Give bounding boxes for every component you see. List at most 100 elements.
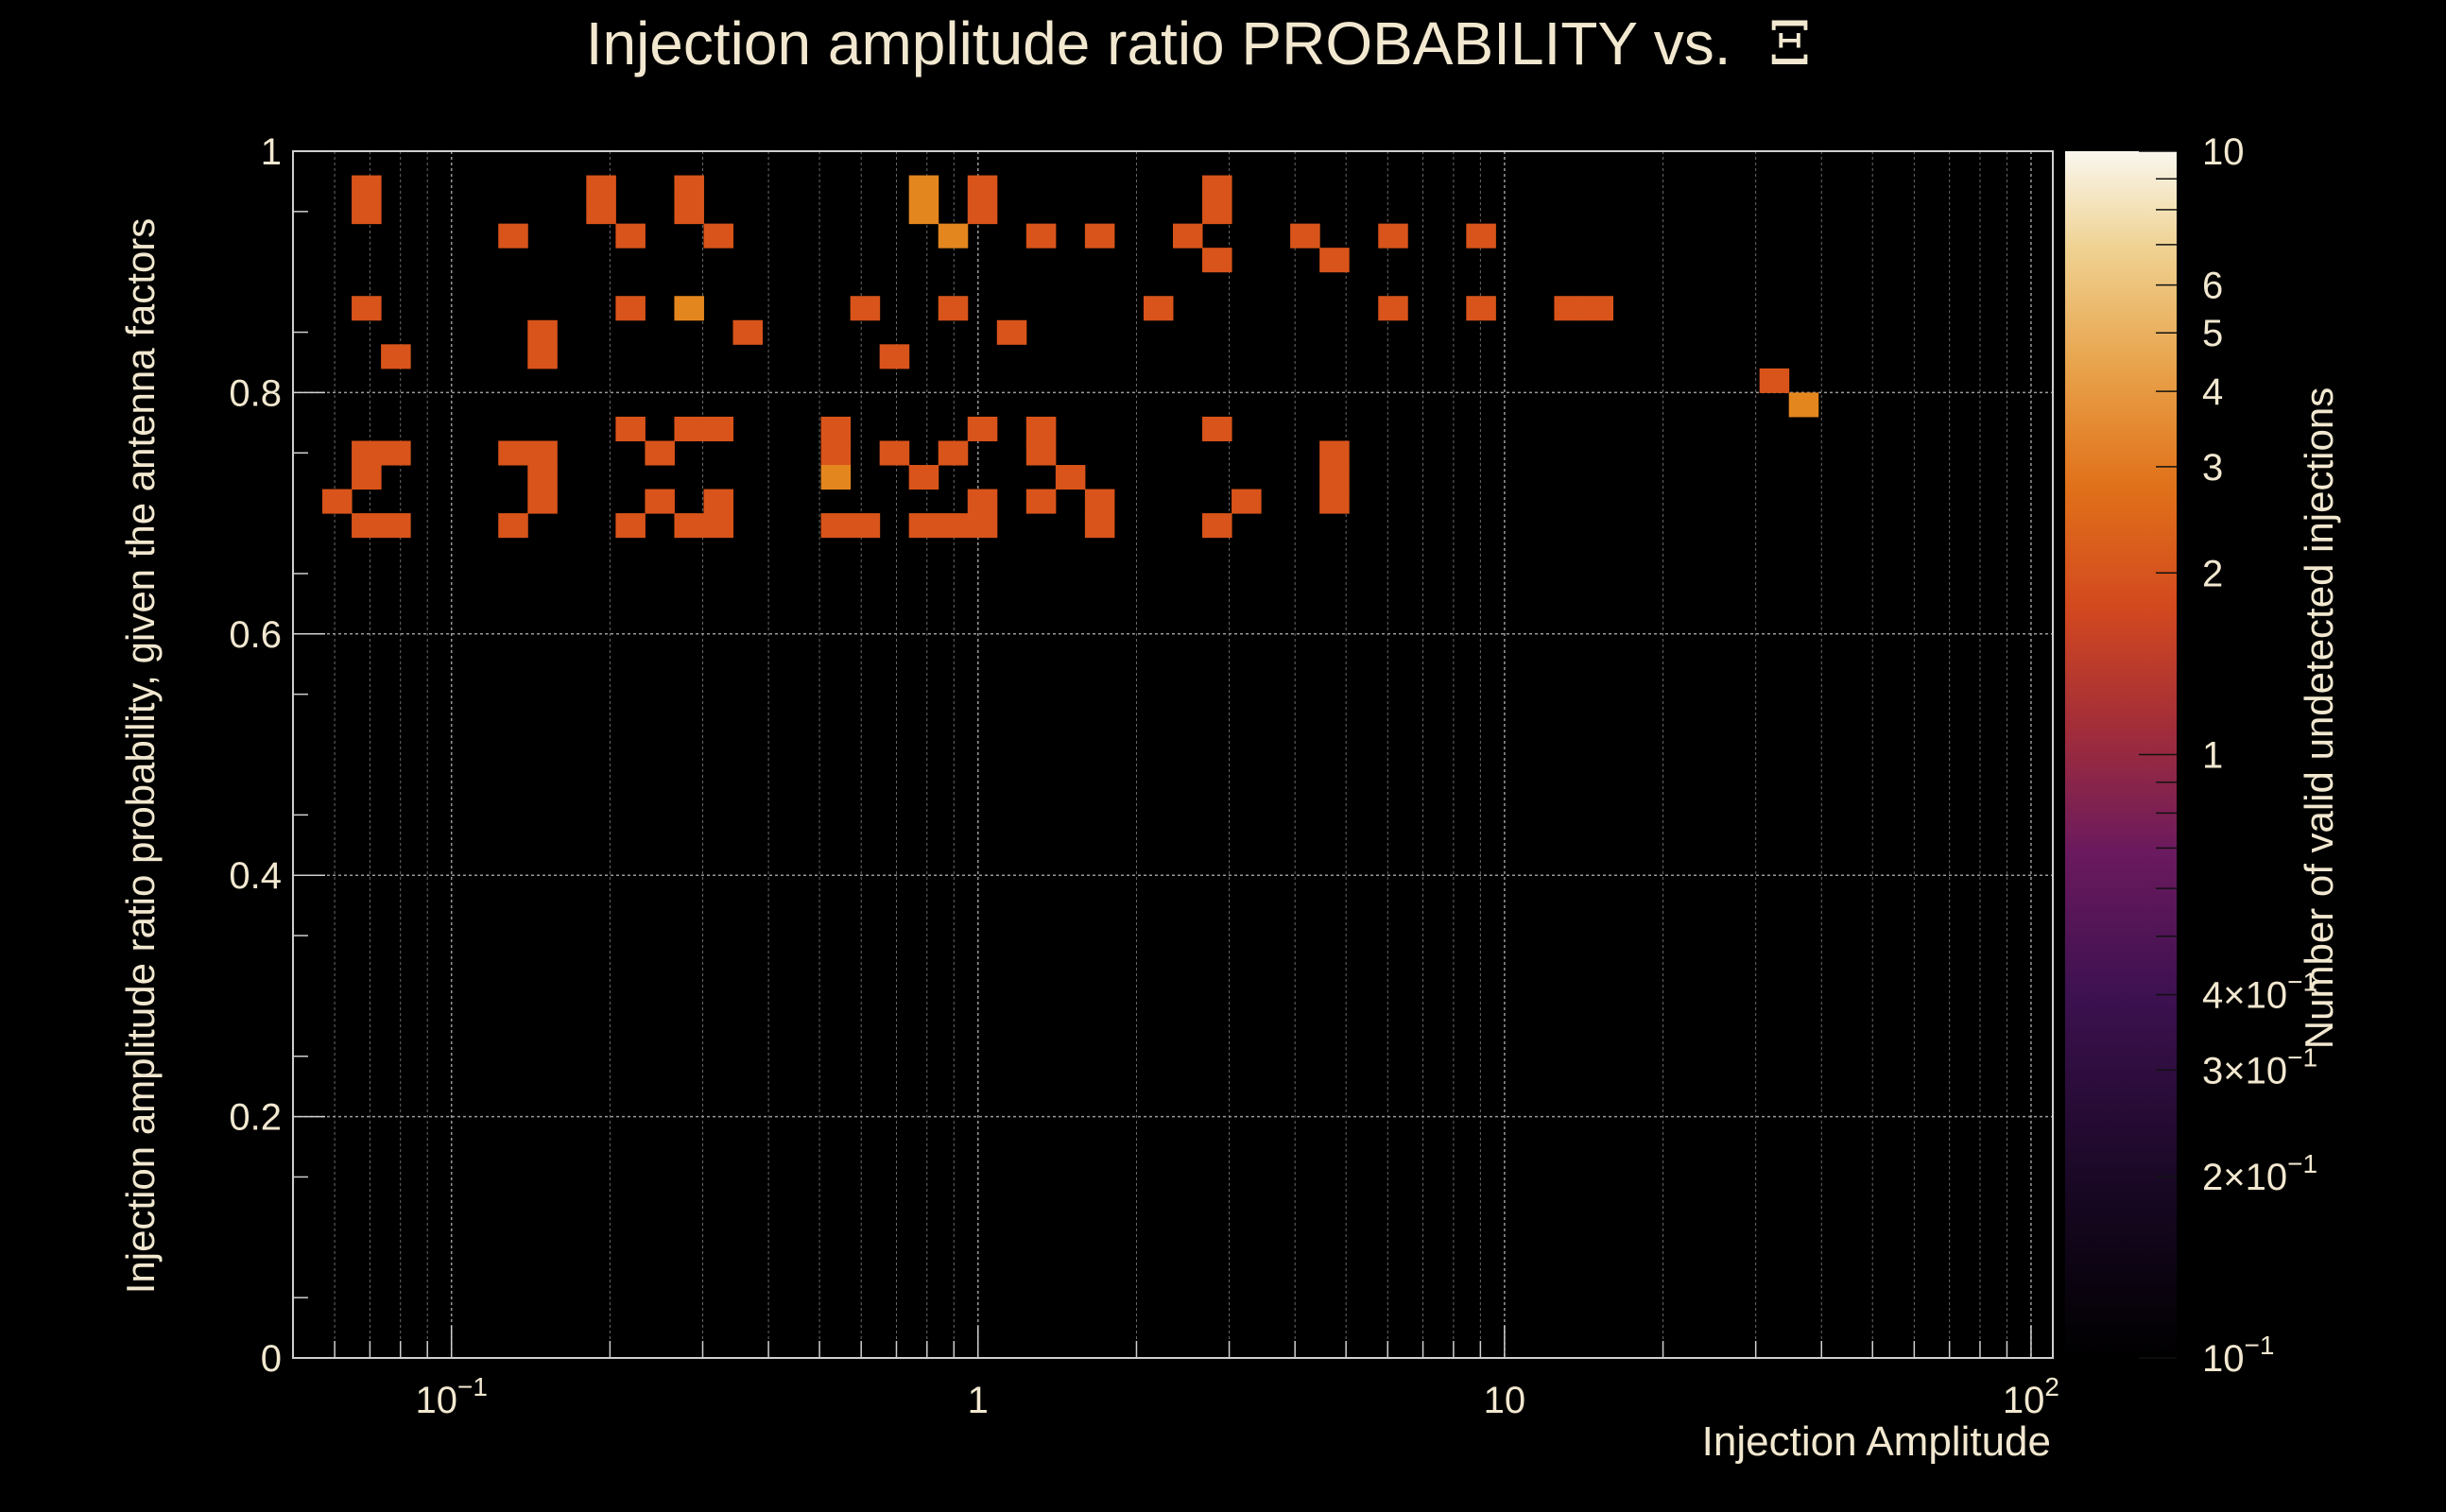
heatmap-bin — [908, 465, 939, 490]
heatmap-bin — [908, 199, 939, 225]
x-tick-label: 10 — [1484, 1380, 1526, 1421]
heatmap-bin — [1202, 416, 1232, 441]
heatmap-bins — [322, 175, 1819, 539]
heatmap-bin — [352, 465, 382, 490]
heatmap-bin — [1025, 416, 1057, 441]
heatmap-bin — [674, 416, 704, 441]
heatmap-bin — [908, 513, 939, 539]
heatmap-bin — [1202, 175, 1232, 200]
colorbar-tick-exponent: −1 — [2287, 1149, 2317, 1178]
heatmap-bin — [1319, 489, 1350, 514]
heatmap-bin — [967, 513, 998, 539]
heatmap-bin — [352, 296, 382, 321]
heatmap-bin — [527, 465, 558, 490]
heatmap-bin — [820, 416, 852, 441]
x-tick-exponent: −1 — [457, 1372, 488, 1401]
heatmap-bin — [703, 513, 733, 539]
colorbar-tick-label: 3×10−1 — [2202, 1042, 2317, 1091]
heatmap-bin — [850, 296, 881, 321]
heatmap-bin — [732, 319, 764, 345]
y-axis-label: Injection amplitude ratio probability, g… — [118, 218, 163, 1295]
heatmap-bin — [674, 175, 704, 200]
heatmap-bin — [498, 440, 528, 466]
heatmap-bin — [615, 223, 646, 249]
x-tick-label: 1 — [968, 1380, 989, 1421]
y-tick-label: 0.8 — [229, 372, 282, 414]
heatmap-bin — [820, 465, 852, 490]
colorbar-tick-label: 4 — [2202, 371, 2223, 413]
colorbar-tick-exponent: −1 — [2245, 1331, 2275, 1360]
x-tick-label: 102 — [2003, 1372, 2059, 1421]
heatmap-bin — [1378, 223, 1408, 249]
heatmap-bin — [967, 175, 998, 200]
heatmap-bin — [352, 175, 382, 200]
x-axis-label: Injection Amplitude — [1702, 1418, 2051, 1465]
chart-title-text: Injection amplitude ratio PROBABILITY vs… — [586, 9, 1731, 77]
heatmap-bin — [586, 175, 616, 200]
heatmap-bin — [879, 344, 910, 369]
heatmap-bin — [879, 440, 910, 466]
heatmap-bin — [645, 489, 675, 514]
heatmap-bin — [1554, 296, 1584, 321]
heatmap-bin — [938, 440, 969, 466]
colorbar-tick-label: 2×10−1 — [2202, 1149, 2317, 1198]
heatmap-bin — [1378, 296, 1408, 321]
heatmap-bin — [615, 513, 646, 539]
colorbar-tick-exponent: −1 — [2287, 1042, 2317, 1072]
heatmap-bin — [1025, 440, 1057, 466]
heatmap-bin — [1759, 368, 1790, 393]
heatmap-bin — [938, 513, 969, 539]
heatmap-bin — [1466, 296, 1496, 321]
y-tick-label: 0.6 — [229, 614, 282, 656]
y-tick-label: 1 — [261, 131, 282, 173]
heatmap-bin — [1025, 223, 1057, 249]
colorbar-tick-label: 10 — [2202, 131, 2245, 173]
heatmap-bin — [703, 416, 733, 441]
heatmap-bin — [1202, 199, 1232, 225]
heatmap-bin — [381, 440, 411, 466]
heatmap-bin — [820, 513, 852, 539]
heatmap-bin — [967, 416, 998, 441]
heatmap-bin — [674, 296, 704, 321]
heatmap-bin — [527, 489, 558, 514]
heatmap-bin — [908, 175, 939, 200]
heatmap-bin — [1202, 513, 1232, 539]
heatmap-bin — [938, 223, 969, 249]
y-tick-label: 0.2 — [229, 1097, 282, 1139]
heatmap-bin — [1084, 223, 1115, 249]
heatmap-bin — [1319, 248, 1350, 273]
heatmap-bin — [527, 319, 558, 345]
heatmap-bin — [1084, 513, 1115, 539]
colorbar-tick-label: 3 — [2202, 447, 2223, 489]
heatmap-bin — [322, 489, 353, 514]
heatmap-bin — [850, 513, 881, 539]
heatmap-bin — [703, 489, 733, 514]
heatmap-bin — [1173, 223, 1203, 249]
heatmap-bin — [352, 513, 382, 539]
heatmap-bin — [352, 199, 382, 225]
heatmap-bin — [1788, 392, 1819, 418]
heatmap-bin — [967, 199, 998, 225]
heatmap-bin — [703, 223, 733, 249]
chart-title: Injection amplitude ratio PROBABILITY vs… — [586, 9, 1812, 79]
heatmap-bin — [967, 489, 998, 514]
heatmap-bin — [352, 440, 382, 466]
heatmap-bin — [1319, 465, 1350, 490]
heatmap-bin — [615, 416, 646, 441]
colorbar-tick-label: 6 — [2202, 266, 2223, 307]
heatmap-bin — [527, 344, 558, 369]
heatmap-bin — [1084, 489, 1115, 514]
heatmap-bin — [1025, 489, 1057, 514]
colorbar-tick-label: 1 — [2202, 735, 2223, 777]
heatmap-bin — [1583, 296, 1613, 321]
x-tick-exponent: 2 — [2044, 1372, 2059, 1401]
heatmap-bin — [498, 513, 528, 539]
heatmap-bin — [1319, 440, 1350, 466]
heatmap-bin — [1055, 465, 1086, 490]
heatmap-bin — [645, 440, 675, 466]
heatmap-bin — [381, 513, 411, 539]
colorbar-label: Number of valid undetected injections — [2297, 387, 2341, 1049]
heatmap-bin — [996, 319, 1027, 345]
